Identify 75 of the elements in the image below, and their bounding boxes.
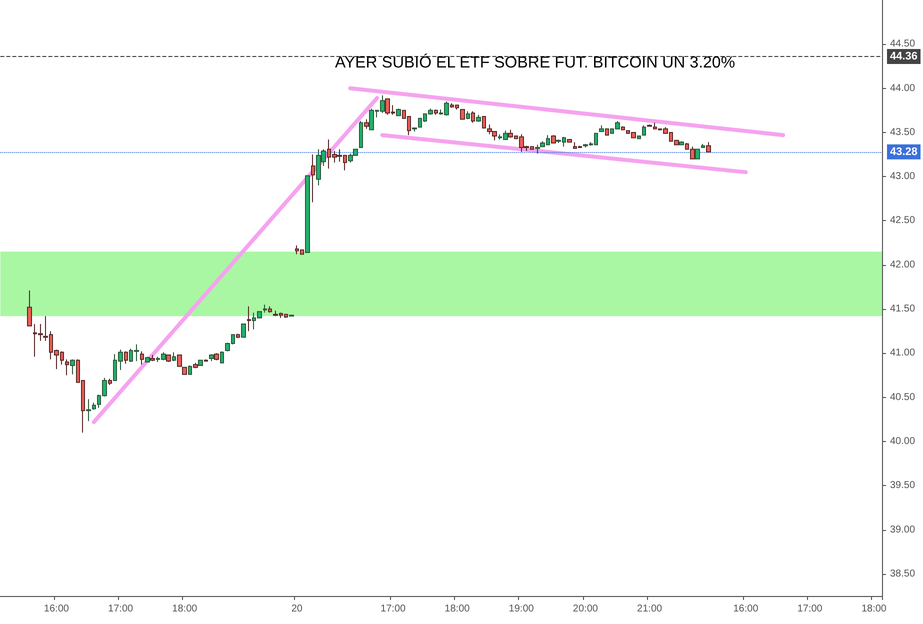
- candlestick: [311, 154, 315, 203]
- x-tick-label: 19:00: [508, 604, 534, 614]
- candlestick: [396, 108, 401, 116]
- ref-line-label: 43.28: [890, 146, 918, 158]
- candlestick: [263, 304, 267, 314]
- candlestick: [434, 108, 438, 116]
- candlestick: [70, 358, 75, 375]
- candlestick: [140, 350, 144, 366]
- y-tick-label: 41.00: [890, 348, 916, 359]
- candlestick: [476, 114, 481, 122]
- candlestick: [535, 144, 540, 154]
- ref-line-label: 44.36: [890, 50, 918, 63]
- candlestick: [247, 306, 251, 332]
- x-tick-label: 21:00: [637, 604, 663, 614]
- candlestick: [145, 356, 150, 363]
- candlestick: [482, 116, 486, 129]
- candlestick: [466, 110, 470, 120]
- candlestick: [412, 128, 417, 132]
- candlestick: [198, 360, 203, 366]
- x-tick-label: 20: [291, 604, 303, 614]
- candlestick: [241, 324, 246, 338]
- x-tick-label: 16:00: [733, 604, 759, 614]
- candlestick: [695, 148, 700, 160]
- y-tick-label: 42.50: [890, 215, 916, 226]
- y-tick-label: 42.00: [890, 259, 916, 270]
- x-tick-label: 16:00: [44, 604, 70, 614]
- text: AYER SUBIÓ EL ETF SOBRE FUT. BITCOIN UN 3.20%: [334, 54, 736, 72]
- candlestick: [268, 306, 272, 314]
- candlestick: [193, 362, 198, 369]
- candlestick: [599, 124, 604, 132]
- y-tick-label: 39.50: [890, 480, 916, 492]
- candlestick: [27, 290, 32, 326]
- y-tick-label: 44.00: [890, 82, 916, 94]
- candlestick: [204, 358, 208, 362]
- candlestick: [177, 354, 182, 367]
- x-tick-label: 20:00: [572, 604, 598, 614]
- y-tick-label: 40.50: [890, 392, 916, 403]
- candlestick: [642, 124, 646, 136]
- candlestick: [637, 135, 641, 140]
- y-tick-label: 44.50: [890, 38, 916, 50]
- candlestick: [305, 175, 310, 254]
- candlestick: [214, 352, 219, 361]
- candlestick: [65, 358, 69, 376]
- candlestick: [471, 110, 475, 124]
- y-tick-label: 38.50: [890, 568, 916, 580]
- y-tick-label: 40.00: [890, 436, 916, 447]
- x-tick-label: 18:00: [444, 604, 470, 614]
- candlestick: [172, 352, 176, 362]
- y-tick-label: 43.50: [890, 126, 916, 138]
- candlestick: [209, 354, 214, 362]
- candlestick: [679, 140, 684, 146]
- candlestick: [701, 143, 705, 148]
- candlestick: [220, 350, 224, 364]
- y-tick-label: 41.50: [890, 304, 916, 315]
- x-tick-label: 17:00: [108, 604, 134, 614]
- candlestick: [605, 128, 609, 136]
- candlestick: [364, 118, 369, 130]
- candlestick: [182, 366, 187, 375]
- candlestick: [236, 333, 240, 339]
- candlestick: [706, 142, 711, 152]
- candlestick: [188, 365, 192, 375]
- candlestick: [150, 354, 155, 362]
- x-tick-label: 17:00: [380, 604, 406, 614]
- y-tick-label: 39.00: [890, 524, 916, 536]
- x-tick-label: 18:00: [172, 604, 198, 614]
- candlestick: [460, 108, 465, 120]
- candlestick: [166, 354, 171, 363]
- candlestick: [108, 378, 112, 386]
- candlestick: [124, 350, 128, 364]
- candlestick: [551, 134, 556, 144]
- x-tick-label: 18:00: [861, 604, 887, 614]
- candlestick: [359, 120, 363, 148]
- y-tick-label: 43.00: [890, 171, 916, 182]
- candlestick: [567, 139, 572, 143]
- x-tick-label: 17:00: [797, 604, 823, 614]
